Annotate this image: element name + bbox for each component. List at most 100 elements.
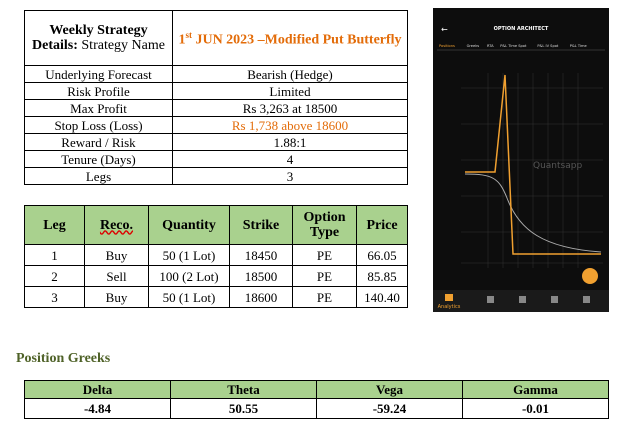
leg-cell: 66.05: [356, 244, 408, 266]
leg-cell: PE: [292, 244, 357, 266]
header-label-bold: Weekly Strategy Details:: [32, 23, 148, 53]
legs-column-header: Reco.: [84, 205, 149, 245]
column-label: Quantity: [162, 217, 216, 233]
expiry-payoff-line: [465, 74, 601, 255]
tab[interactable]: Greeks: [467, 44, 480, 48]
tab[interactable]: P&L IV Spot: [537, 44, 559, 48]
leg-row: 2 Sell 100 (2 Lot) 18500 PE 85.85: [24, 265, 408, 287]
greeks-header: Delta Theta Vega Gamma: [24, 380, 609, 399]
leg-cell: 140.40: [356, 286, 408, 308]
legs-column-header: Strike: [229, 205, 293, 245]
tab-bar: Positions Greeks RTA P&L Time Spot P&L IV Sp…: [439, 44, 587, 48]
leg-cell: 50 (1 Lot): [148, 244, 230, 266]
title-day: 1: [178, 32, 186, 48]
legs-column-header: Quantity: [148, 205, 230, 245]
leg-cell: Sell: [84, 265, 149, 287]
leg-cell: 85.85: [356, 265, 408, 287]
tab[interactable]: Positions: [439, 44, 455, 48]
tab[interactable]: RTA: [487, 44, 494, 48]
column-label: Strike: [242, 217, 280, 233]
strategy-label: Tenure (Days): [24, 150, 173, 168]
nav-icon[interactable]: [487, 296, 494, 303]
leg-row: 1 Buy 50 (1 Lot) 18450 PE 66.05: [24, 244, 408, 266]
strategy-label: Stop Loss (Loss): [24, 116, 173, 134]
strategy-value: Bearish (Hedge): [172, 65, 408, 83]
legs-header: Leg Reco. Quantity Strike Option Type Price: [24, 205, 408, 245]
title-rest: JUN 2023 –Modified Put Butterfly: [195, 32, 402, 48]
app-title: OPTION ARCHITECT: [494, 26, 549, 32]
greek-value: -4.84: [24, 398, 171, 419]
header-label-cell: Weekly Strategy Details: Strategy Name: [24, 10, 173, 66]
tab[interactable]: P&L Time Spot: [500, 44, 527, 48]
title-suffix: st: [185, 30, 192, 41]
leg-cell: Buy: [84, 244, 149, 266]
strategy-value: Rs 1,738 above 18600: [172, 116, 408, 134]
strategy-table: Weekly Strategy Details: Strategy Name 1…: [24, 10, 408, 185]
strategy-row: Tenure (Days) 4: [24, 150, 408, 168]
leg-cell: 50 (1 Lot): [148, 286, 230, 308]
column-label: Option Type: [303, 210, 346, 240]
column-label: Leg: [43, 217, 66, 233]
leg-cell: 100 (2 Lot): [148, 265, 230, 287]
greek-value: -0.01: [462, 398, 609, 419]
header-row: Weekly Strategy Details: Strategy Name 1…: [24, 10, 408, 66]
leg-cell: 1: [24, 244, 85, 266]
strategy-row: Risk Profile Limited: [24, 82, 408, 100]
watermark: Quantsapp: [533, 161, 582, 171]
leg-cell: PE: [292, 265, 357, 287]
nav-icon[interactable]: [551, 296, 558, 303]
chart-grid: [461, 73, 603, 268]
strategy-label: Reward / Risk: [24, 133, 173, 151]
leg-cell: 18600: [229, 286, 293, 308]
strategy-row: Legs 3: [24, 167, 408, 185]
greek-name: Vega: [316, 380, 463, 399]
nav-label[interactable]: Analytics: [438, 304, 461, 310]
greeks-values: -4.84 50.55 -59.24 -0.01: [24, 398, 609, 419]
leg-cell: Buy: [84, 286, 149, 308]
strategy-label: Max Profit: [24, 99, 173, 117]
header-title-cell: 1st JUN 2023 –Modified Put Butterfly: [172, 10, 408, 66]
greek-name: Gamma: [462, 380, 609, 399]
strategy-label: Risk Profile: [24, 82, 173, 100]
strategy-value: 3: [172, 167, 408, 185]
legs-column-header: Option Type: [292, 205, 357, 245]
nav-icon[interactable]: [445, 294, 453, 301]
leg-cell: 18500: [229, 265, 293, 287]
fab[interactable]: [582, 268, 598, 284]
leg-cell: 3: [24, 286, 85, 308]
strategy-label: Legs: [24, 167, 173, 185]
strategy-row: Stop Loss (Loss) Rs 1,738 above 18600: [24, 116, 408, 134]
column-label: Price: [366, 217, 398, 233]
leg-cell: PE: [292, 286, 357, 308]
leg-cell: 2: [24, 265, 85, 287]
tab[interactable]: P&L Time: [570, 44, 588, 48]
strategy-value: 1.88:1: [172, 133, 408, 151]
app-screenshot: ← OPTION ARCHITECT Positions Greeks RTA P&L…: [433, 8, 609, 312]
greek-value: 50.55: [170, 398, 317, 419]
greeks-table: Delta Theta Vega Gamma -4.84 50.55 -59.24 -0.0…: [24, 380, 609, 419]
strategy-row: Max Profit Rs 3,263 at 18500: [24, 99, 408, 117]
legs-body: 1 Buy 50 (1 Lot) 18450 PE 66.05 2 Sell 100 (2 Lo…: [24, 244, 408, 308]
legs-table: Leg Reco. Quantity Strike Option Type Price 1…: [24, 205, 408, 308]
strategy-row: Underlying Forecast Bearish (Hedge): [24, 65, 408, 83]
legs-column-header: Price: [356, 205, 408, 245]
nav-icon[interactable]: [583, 296, 590, 303]
greek-name: Theta: [170, 380, 317, 399]
strategy-value: Limited: [172, 82, 408, 100]
leg-cell: 18450: [229, 244, 293, 266]
legs-column-header: Leg: [24, 205, 85, 245]
nav-icon[interactable]: [519, 296, 526, 303]
strategy-body: Weekly Strategy Details: Strategy Name 1…: [24, 10, 408, 185]
greeks-title: Position Greeks: [16, 351, 111, 366]
greek-name: Delta: [24, 380, 171, 399]
back-arrow: ←: [441, 25, 448, 34]
strategy-value: Rs 3,263 at 18500: [172, 99, 408, 117]
strategy-row: Reward / Risk 1.88:1: [24, 133, 408, 151]
column-label: Reco.: [99, 217, 134, 233]
leg-row: 3 Buy 50 (1 Lot) 18600 PE 140.40: [24, 286, 408, 308]
strategy-label: Underlying Forecast: [24, 65, 173, 83]
strategy-value: 4: [172, 150, 408, 168]
